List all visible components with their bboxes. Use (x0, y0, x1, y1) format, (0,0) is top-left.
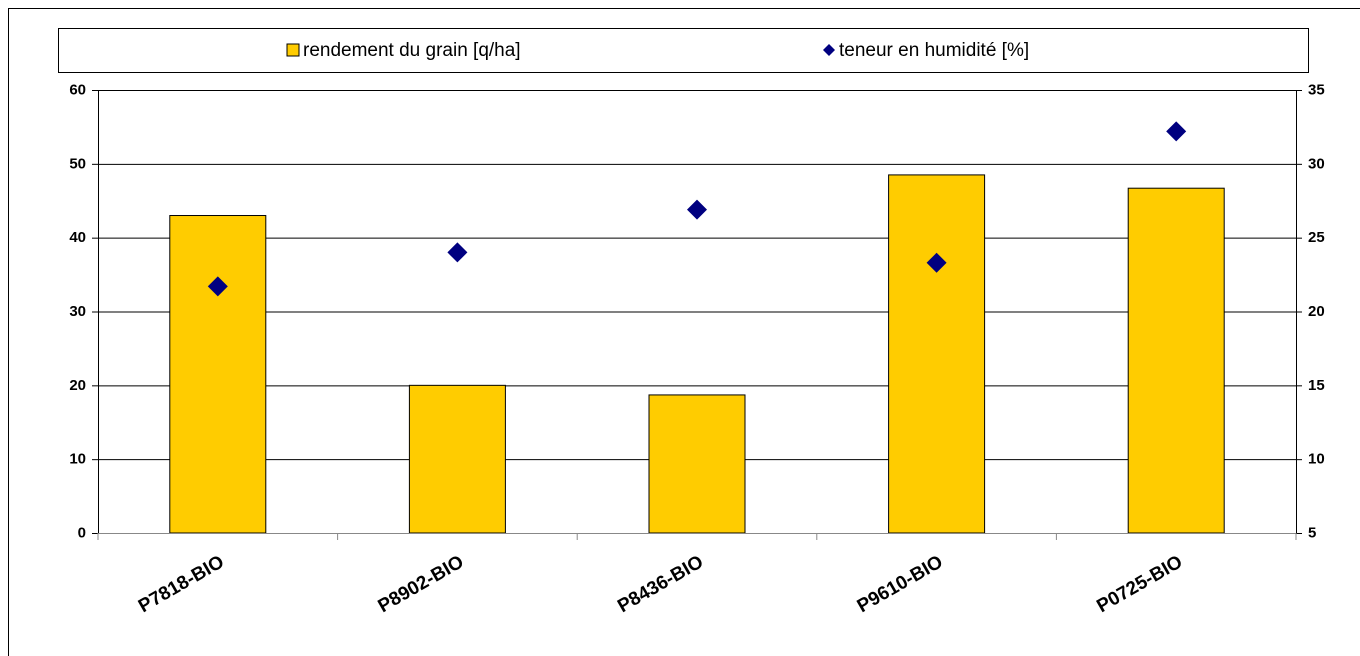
legend-marker (286, 43, 300, 57)
bar (408, 384, 506, 534)
y2-tick-label: 25 (1308, 229, 1325, 246)
y-tick-label: 10 (69, 451, 86, 468)
legend-box (58, 28, 1309, 73)
y-tick-label: 60 (69, 81, 86, 98)
y2-tick-label: 5 (1308, 524, 1316, 541)
bar (648, 394, 746, 534)
y-tick-label: 0 (78, 524, 86, 541)
y2-tick-label: 15 (1308, 377, 1325, 394)
legend-label: rendement du grain [q/ha] (303, 40, 521, 61)
y2-tick-label: 10 (1308, 451, 1325, 468)
y2-tick-label: 20 (1308, 303, 1325, 320)
diamond-marker (1166, 121, 1187, 142)
legend-label: teneur en humidité [%] (839, 40, 1029, 61)
y-tick-label: 20 (69, 377, 86, 394)
y2-tick-label: 35 (1308, 81, 1325, 98)
legend-marker (823, 44, 835, 56)
y-tick-label: 50 (69, 155, 86, 172)
bar (888, 174, 986, 534)
y-tick-label: 40 (69, 229, 86, 246)
y2-tick-label: 30 (1308, 155, 1325, 172)
bar (1127, 187, 1225, 534)
bar (169, 215, 267, 534)
diamond-marker (926, 252, 947, 273)
y-tick-label: 30 (69, 303, 86, 320)
diamond-marker (687, 199, 707, 220)
diamond-marker (447, 242, 468, 263)
diamond-marker (207, 276, 228, 297)
